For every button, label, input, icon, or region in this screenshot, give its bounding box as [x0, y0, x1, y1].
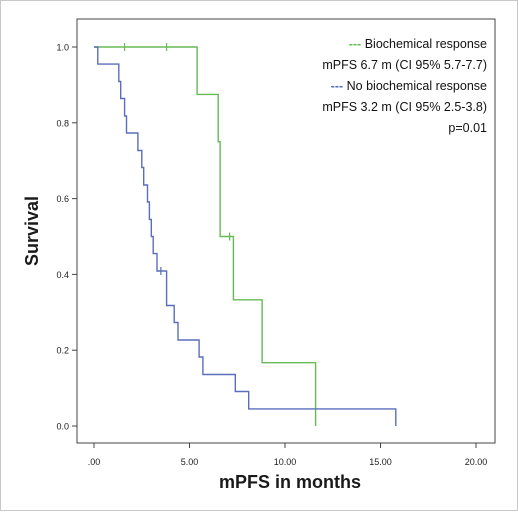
x-axis-title: mPFS in months — [219, 472, 361, 492]
legend-label: Biochemical response — [365, 37, 487, 51]
series-line-no-biochemical-response — [94, 46, 397, 426]
plot-area — [76, 18, 496, 444]
y-tick-label: 0.4 — [56, 270, 69, 280]
x-axis: .00 5.00 10.00 15.00 20.00 — [88, 443, 488, 467]
legend: --- Biochemical response mPFS 6.7 m (CI 9… — [322, 37, 487, 135]
legend-label: mPFS 3.2 m (CI 95% 2.5-3.8) — [322, 100, 487, 114]
x-tick-label: 5.00 — [181, 457, 199, 467]
y-tick-label: 0.0 — [56, 422, 69, 432]
legend-swatch: --- — [331, 79, 347, 93]
legend-entry: --- Biochemical response — [349, 37, 487, 51]
y-tick-label: 1.0 — [56, 43, 69, 53]
y-tick-label: 0.6 — [56, 194, 69, 204]
legend-entry: mPFS 3.2 m (CI 95% 2.5-3.8) — [322, 100, 487, 114]
series-layer — [94, 43, 397, 426]
series-line-biochemical-response — [94, 46, 317, 426]
x-tick-label: 15.00 — [369, 457, 392, 467]
legend-entry: p=0.01 — [448, 121, 487, 135]
legend-label: mPFS 6.7 m (CI 95% 5.7-7.7) — [322, 58, 487, 72]
y-tick-label: 0.8 — [56, 118, 69, 128]
y-axis-title: Survival — [22, 196, 42, 266]
legend-label: No biochemical response — [347, 79, 487, 93]
legend-entry: --- No biochemical response — [331, 79, 487, 93]
x-tick-label: 20.00 — [465, 457, 488, 467]
y-tick-label: 0.2 — [56, 346, 69, 356]
legend-swatch: --- — [349, 37, 365, 51]
y-axis: 0.0 0.2 0.4 0.6 0.8 1.0 — [56, 43, 77, 432]
legend-label: p=0.01 — [448, 121, 487, 135]
plot-border — [76, 18, 496, 444]
legend-entry: mPFS 6.7 m (CI 95% 5.7-7.7) — [322, 58, 487, 72]
x-tick-label: 10.00 — [274, 457, 297, 467]
x-tick-label: .00 — [88, 457, 101, 467]
